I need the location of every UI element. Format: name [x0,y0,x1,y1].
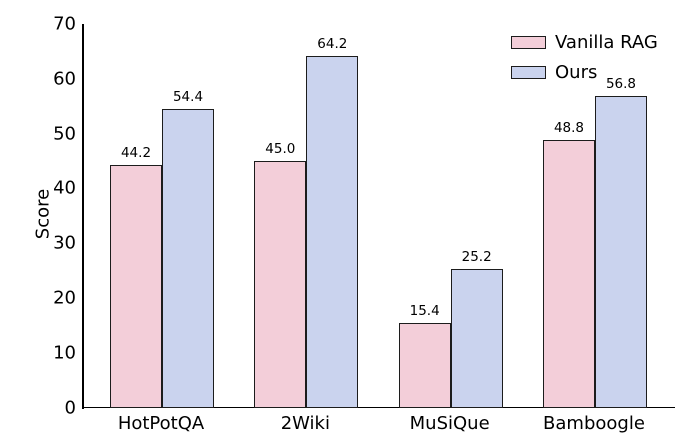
x-axis-line [82,406,675,409]
bar [542,140,595,409]
y-tick-label: 60 [53,68,76,90]
bar-value-label: 15.4 [409,303,440,320]
x-tick-label: MuSiQue [409,412,490,434]
legend: Vanilla RAG Ours [511,32,658,83]
legend-item: Vanilla RAG [511,32,658,53]
legend-label: Ours [555,62,598,83]
bar [110,165,162,409]
y-tick-label: 50 [53,123,76,145]
bar-value-label: 25.2 [461,249,492,266]
y-tick-label: 0 [64,397,76,418]
bar-value-label: 45.0 [265,140,296,157]
legend-item: Ours [511,62,658,83]
x-tick-label: 2Wiki [280,412,330,434]
bar [398,323,451,409]
bar-value-label: 56.8 [605,76,637,93]
bar [306,55,359,409]
y-tick-label: 70 [53,13,76,35]
y-tick-label: 40 [53,177,76,199]
bar-value-label: 44.2 [120,145,152,162]
bar [162,109,214,409]
legend-swatch [511,36,546,49]
legend-label: Vanilla RAG [555,32,658,53]
x-tick-label: Bamboogle [543,412,645,434]
bar-value-label: 54.4 [172,89,204,106]
bar-value-label: 48.8 [553,120,585,137]
bar [450,269,503,409]
y-tick-label: 30 [53,232,76,254]
y-tick-label: 10 [53,342,76,364]
y-axis-line [82,24,84,409]
bar [594,96,647,409]
legend-swatch [511,66,546,79]
bar-value-label: 64.2 [317,35,348,52]
bar [254,160,307,409]
y-tick-label: 20 [53,287,76,309]
x-tick-label: HotPotQA [117,412,205,434]
